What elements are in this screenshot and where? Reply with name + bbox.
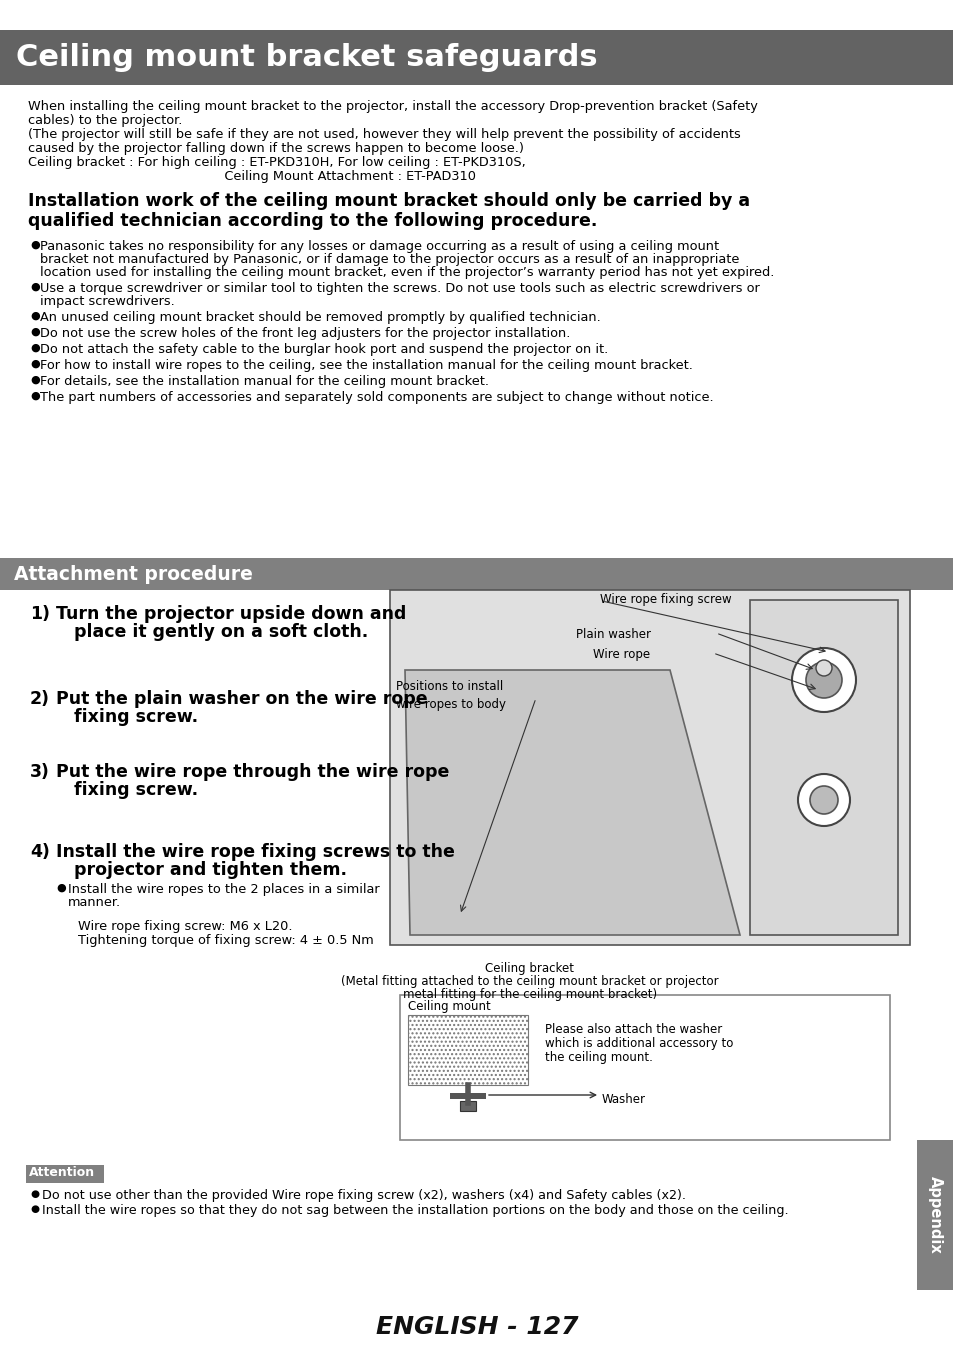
Circle shape: [815, 660, 831, 676]
Text: Put the plain washer on the wire rope: Put the plain washer on the wire rope: [56, 690, 427, 707]
Text: ●: ●: [30, 1204, 39, 1214]
Text: 1): 1): [30, 605, 50, 622]
Text: Do not use other than the provided Wire rope fixing screw (x2), washers (x4) and: Do not use other than the provided Wire …: [42, 1189, 685, 1202]
Bar: [390, 590, 909, 945]
Text: Wire rope fixing screw: M6 x L20.: Wire rope fixing screw: M6 x L20.: [78, 919, 293, 933]
Circle shape: [805, 662, 841, 698]
Text: Use a torque screwdriver or similar tool to tighten the screws. Do not use tools: Use a torque screwdriver or similar tool…: [40, 282, 759, 296]
Circle shape: [797, 774, 849, 826]
Text: the ceiling mount.: the ceiling mount.: [544, 1052, 652, 1064]
Text: Appendix: Appendix: [927, 1176, 942, 1254]
Text: Positions to install
wire ropes to body: Positions to install wire ropes to body: [395, 680, 505, 711]
Text: Attention: Attention: [29, 1166, 95, 1179]
Circle shape: [791, 648, 855, 711]
Polygon shape: [405, 670, 740, 936]
Text: Ceiling bracket : For high ceiling : ET-PKD310H, For low ceiling : ET-PKD310S,: Ceiling bracket : For high ceiling : ET-…: [28, 157, 525, 169]
Text: metal fitting for the ceiling mount bracket): metal fitting for the ceiling mount brac…: [402, 988, 657, 1000]
Text: Please also attach the washer: Please also attach the washer: [544, 1023, 721, 1035]
Text: manner.: manner.: [68, 896, 121, 909]
Text: qualified technician according to the following procedure.: qualified technician according to the fo…: [28, 212, 597, 230]
Bar: [459, 1102, 476, 1111]
Text: ●: ●: [30, 310, 40, 321]
Text: bracket not manufactured by Panasonic, or if damage to the projector occurs as a: bracket not manufactured by Panasonic, o…: [40, 252, 739, 266]
Text: For details, see the installation manual for the ceiling mount bracket.: For details, see the installation manual…: [40, 375, 489, 387]
Text: ●: ●: [30, 327, 40, 338]
Text: (The projector will still be safe if they are not used, however they will help p: (The projector will still be safe if the…: [28, 128, 740, 140]
Text: Turn the projector upside down and: Turn the projector upside down and: [56, 605, 406, 622]
Text: 4): 4): [30, 842, 50, 861]
Text: ●: ●: [30, 240, 40, 250]
Text: Install the wire ropes so that they do not sag between the installation portions: Install the wire ropes so that they do n…: [42, 1204, 788, 1216]
Text: fixing screw.: fixing screw.: [56, 782, 198, 799]
Text: projector and tighten them.: projector and tighten them.: [56, 861, 347, 879]
Text: fixing screw.: fixing screw.: [56, 707, 198, 726]
Text: 3): 3): [30, 763, 50, 782]
Text: Attachment procedure: Attachment procedure: [14, 564, 253, 583]
Text: Install the wire ropes to the 2 places in a similar: Install the wire ropes to the 2 places i…: [68, 883, 379, 896]
Text: Install the wire rope fixing screws to the: Install the wire rope fixing screws to t…: [56, 842, 455, 861]
Text: (Metal fitting attached to the ceiling mount bracket or projector: (Metal fitting attached to the ceiling m…: [341, 975, 718, 988]
Bar: [399, 995, 889, 1139]
Text: ●: ●: [56, 883, 66, 892]
Text: location used for installing the ceiling mount bracket, even if the projector’s : location used for installing the ceiling…: [40, 266, 774, 279]
Text: ●: ●: [30, 282, 40, 292]
Text: For how to install wire ropes to the ceiling, see the installation manual for th: For how to install wire ropes to the cei…: [40, 359, 692, 373]
Text: Wire rope: Wire rope: [593, 648, 649, 662]
Circle shape: [809, 786, 837, 814]
Text: Ceiling mount: Ceiling mount: [408, 1000, 490, 1012]
Text: ●: ●: [30, 1189, 39, 1199]
Text: An unused ceiling mount bracket should be removed promptly by qualified technici: An unused ceiling mount bracket should b…: [40, 310, 600, 324]
Text: ●: ●: [30, 343, 40, 352]
Text: ●: ●: [30, 359, 40, 369]
Text: 2): 2): [30, 690, 50, 707]
Text: Ceiling Mount Attachment : ET-PAD310: Ceiling Mount Attachment : ET-PAD310: [146, 170, 476, 184]
Bar: [26, 1165, 104, 1183]
Text: caused by the projector falling down if the screws happen to become loose.): caused by the projector falling down if …: [28, 142, 523, 155]
Text: Put the wire rope through the wire rope: Put the wire rope through the wire rope: [56, 763, 449, 782]
Bar: [0, 30, 953, 85]
Text: Ceiling bracket: Ceiling bracket: [485, 963, 574, 975]
Text: When installing the ceiling mount bracket to the projector, install the accessor: When installing the ceiling mount bracke…: [28, 100, 757, 113]
Text: Do not use the screw holes of the front leg adjusters for the projector installa: Do not use the screw holes of the front …: [40, 327, 570, 340]
Text: Tightening torque of fixing screw: 4 ± 0.5 Nm: Tightening torque of fixing screw: 4 ± 0…: [78, 934, 374, 946]
Text: Ceiling mount bracket safeguards: Ceiling mount bracket safeguards: [16, 42, 597, 72]
Text: Washer: Washer: [601, 1094, 645, 1106]
Bar: [0, 558, 953, 590]
Text: which is additional accessory to: which is additional accessory to: [544, 1037, 733, 1050]
Text: ENGLISH - 127: ENGLISH - 127: [375, 1315, 578, 1339]
Bar: [749, 599, 897, 936]
Text: Plain washer: Plain washer: [576, 628, 650, 641]
Bar: [450, 1094, 485, 1099]
Bar: [408, 1015, 527, 1085]
Text: ●: ●: [30, 392, 40, 401]
Text: ●: ●: [30, 375, 40, 385]
Text: Do not attach the safety cable to the burglar hook port and suspend the projecto: Do not attach the safety cable to the bu…: [40, 343, 608, 356]
Text: Wire rope fixing screw: Wire rope fixing screw: [599, 593, 731, 606]
Text: place it gently on a soft cloth.: place it gently on a soft cloth.: [56, 622, 368, 641]
Text: Panasonic takes no responsibility for any losses or damage occurring as a result: Panasonic takes no responsibility for an…: [40, 240, 719, 252]
Text: The part numbers of accessories and separately sold components are subject to ch: The part numbers of accessories and sepa…: [40, 392, 713, 404]
Text: Installation work of the ceiling mount bracket should only be carried by a: Installation work of the ceiling mount b…: [28, 192, 749, 211]
Text: impact screwdrivers.: impact screwdrivers.: [40, 296, 174, 308]
Text: cables) to the projector.: cables) to the projector.: [28, 113, 182, 127]
Bar: [916, 1139, 953, 1291]
